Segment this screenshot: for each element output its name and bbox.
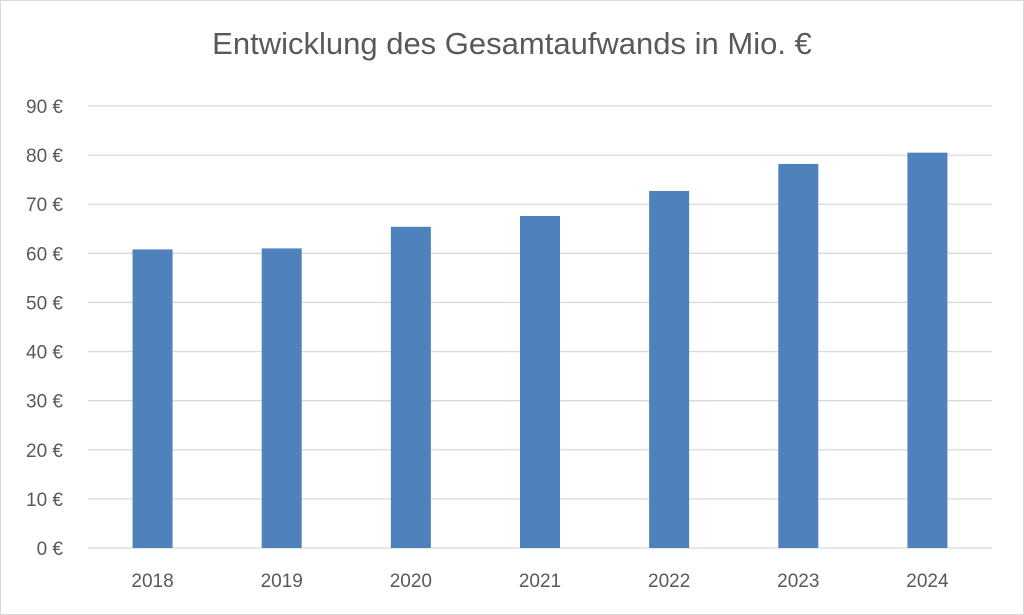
x-axis-tick-labels: 2018 2019 2020 2021 2022 2023 2024 bbox=[131, 571, 949, 592]
bar-2020 bbox=[390, 226, 431, 548]
x-tick-label: 2019 bbox=[261, 571, 303, 592]
x-tick-label: 2022 bbox=[648, 571, 690, 592]
x-tick-label: 2021 bbox=[519, 571, 561, 592]
y-tick-label: 10 € bbox=[26, 490, 63, 511]
x-tick-label: 2023 bbox=[777, 571, 819, 592]
bar-2021 bbox=[520, 216, 560, 548]
y-tick-label: 60 € bbox=[26, 244, 63, 265]
x-tick-label: 2018 bbox=[131, 571, 173, 592]
y-tick-label: 90 € bbox=[26, 97, 63, 118]
y-tick-label: 0 € bbox=[37, 539, 64, 560]
bar-2018 bbox=[132, 249, 173, 548]
y-axis-tick-labels: 0 € 10 € 20 € 30 € 40 € 50 € 60 € 70 € 80 € 90 € bbox=[26, 97, 63, 560]
y-tick-label: 20 € bbox=[26, 441, 63, 462]
y-tick-label: 30 € bbox=[26, 392, 63, 413]
y-tick-label: 80 € bbox=[26, 146, 63, 167]
y-tick-label: 70 € bbox=[26, 195, 63, 216]
bar-2022 bbox=[649, 190, 690, 548]
bar-2024 bbox=[907, 152, 948, 548]
bar-2023 bbox=[778, 163, 819, 548]
chart-title: Entwicklung des Gesamtaufwands in Mio. € bbox=[212, 26, 812, 61]
bars bbox=[132, 152, 948, 548]
y-tick-label: 50 € bbox=[26, 293, 63, 314]
x-tick-label: 2024 bbox=[906, 571, 949, 592]
bar-2019 bbox=[261, 248, 302, 548]
x-tick-label: 2020 bbox=[390, 571, 432, 592]
y-tick-label: 40 € bbox=[26, 343, 63, 364]
